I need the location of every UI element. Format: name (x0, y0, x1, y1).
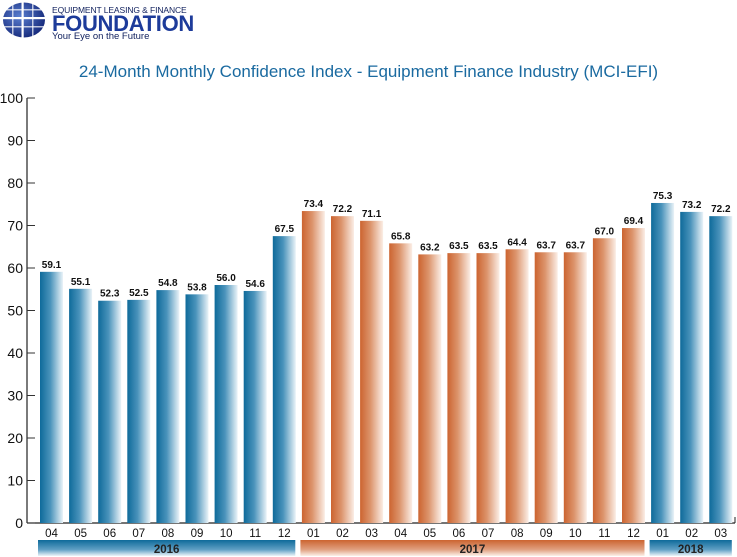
x-tick-label: 06 (453, 528, 466, 540)
year-band (38, 540, 296, 556)
x-tick-label: 09 (191, 528, 204, 540)
bar-value-label: 63.7 (566, 240, 586, 251)
bar-value-label: 72.2 (711, 204, 731, 215)
bars: 59.1 04 55.1 05 52.3 06 52.5 07 54.8 08 53.8 09 56.0… (40, 191, 733, 540)
bar-value-label: 63.5 (449, 241, 469, 252)
y-tick-label: 10 (7, 473, 23, 489)
bar (360, 220, 384, 523)
chart-title: 24-Month Monthly Confidence Index - Equi… (78, 62, 659, 81)
bar-value-label: 52.3 (100, 289, 120, 300)
x-tick-label: 01 (656, 528, 669, 540)
y-tick-label: 50 (7, 303, 23, 319)
x-tick-label: 11 (249, 528, 261, 540)
x-tick-label: 11 (598, 528, 610, 540)
x-tick-label: 07 (132, 528, 145, 540)
bar (505, 249, 529, 524)
bar-value-label: 56.0 (216, 273, 236, 284)
y-tick-label: 90 (7, 133, 23, 149)
bar-value-label: 73.2 (682, 200, 702, 211)
bar-value-label: 54.8 (158, 278, 178, 289)
x-tick-label: 04 (45, 528, 58, 540)
bar-value-label: 52.5 (129, 288, 149, 299)
y-tick-label: 40 (7, 345, 23, 361)
bar-value-label: 63.7 (536, 240, 556, 251)
globe-icon (2, 2, 46, 38)
x-tick-label: 08 (511, 528, 524, 540)
bar (534, 252, 558, 523)
y-tick-label: 20 (7, 430, 23, 446)
y-tick-label: 80 (7, 175, 23, 191)
bar-value-label: 63.5 (478, 241, 498, 252)
bar-value-label: 75.3 (653, 191, 673, 202)
bar (127, 299, 151, 523)
y-tick-label: 60 (7, 260, 23, 276)
bar-value-label: 67.5 (275, 224, 295, 235)
logo-main-text: FOUNDATION (52, 11, 195, 36)
bar (709, 216, 733, 523)
bar (563, 252, 587, 523)
bar (69, 288, 93, 523)
bar (389, 243, 413, 523)
bar (476, 253, 500, 523)
year-label: 2018 (678, 544, 704, 556)
x-tick-label: 10 (569, 528, 582, 540)
logo-top-line: EQUIPMENT LEASING & FINANCE (52, 5, 187, 15)
bar (185, 294, 209, 523)
y-tick-label: 100 (0, 90, 23, 106)
x-tick-label: 03 (714, 528, 727, 540)
x-tick-label: 05 (74, 528, 87, 540)
x-tick-label: 02 (336, 528, 349, 540)
x-tick-label: 05 (423, 528, 436, 540)
x-tick-label: 09 (540, 528, 553, 540)
bar-value-label: 72.2 (333, 204, 353, 215)
year-label: 2017 (460, 544, 486, 556)
bar (40, 271, 63, 523)
y-tick-label: 70 (7, 218, 23, 234)
x-tick-label: 01 (307, 528, 320, 540)
bar (243, 290, 267, 523)
bar-value-label: 63.2 (420, 242, 440, 253)
year-bands: 2016 2017 2018 (38, 540, 732, 556)
bar (214, 285, 238, 523)
bar (272, 236, 296, 523)
year-band (649, 540, 732, 556)
year-label: 2016 (154, 544, 180, 556)
bar-value-label: 54.6 (245, 279, 265, 290)
year-band (300, 540, 645, 556)
bar (680, 211, 704, 523)
x-tick-label: 08 (162, 528, 175, 540)
bar (622, 228, 645, 524)
bar-value-label: 65.8 (391, 231, 411, 242)
bar-value-label: 64.4 (507, 237, 527, 248)
bar-value-label: 71.1 (362, 209, 382, 220)
bar (592, 238, 616, 523)
bar (651, 202, 675, 523)
bar-value-label: 55.1 (71, 277, 91, 288)
bar (301, 211, 325, 524)
logo-tagline: Your Eye on the Future (52, 31, 150, 42)
bar-value-label: 53.8 (187, 282, 207, 293)
bar-value-label: 67.0 (595, 226, 615, 237)
x-tick-label: 02 (685, 528, 698, 540)
bar-value-label: 73.4 (304, 199, 324, 210)
x-tick-label: 12 (278, 528, 291, 540)
bar-value-label: 69.4 (624, 216, 644, 227)
x-tick-label: 06 (103, 528, 116, 540)
x-tick-label: 12 (627, 528, 640, 540)
x-tick-label: 03 (365, 528, 378, 540)
y-tick-label: 30 (7, 388, 23, 404)
x-tick-label: 04 (394, 528, 407, 540)
bar (447, 253, 471, 523)
y-tick-label: 0 (15, 515, 23, 531)
x-tick-label: 07 (482, 528, 495, 540)
bar-value-label: 59.1 (42, 260, 62, 271)
x-tick-label: 10 (220, 528, 233, 540)
bar (331, 216, 354, 523)
bar (98, 300, 122, 523)
bar (418, 254, 442, 523)
bar (156, 290, 180, 523)
